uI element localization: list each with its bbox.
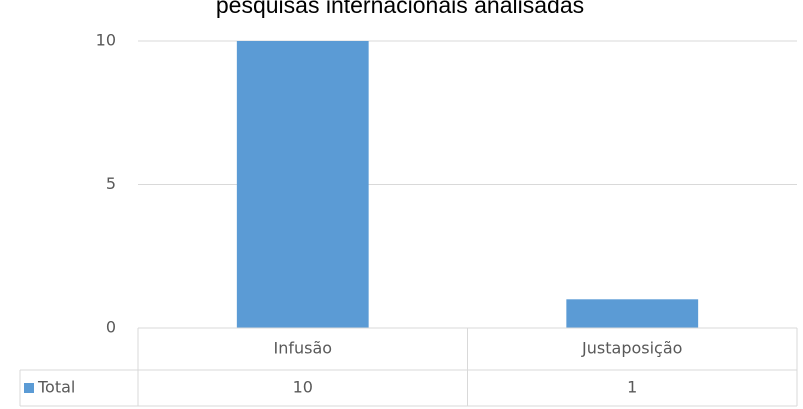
x-tick-label: Infusão [273, 339, 332, 358]
table-value: 1 [627, 378, 637, 397]
legend-label: Total [37, 378, 75, 397]
x-tick-label: Justaposição [581, 339, 682, 358]
bar [236, 41, 369, 328]
y-tick-label: 10 [96, 31, 116, 50]
y-tick-label: 0 [106, 318, 116, 337]
chart-title: pesquisas internacionais analisadas [216, 0, 584, 18]
table-value: 10 [293, 378, 313, 397]
y-tick-label: 5 [106, 174, 116, 193]
legend-swatch [24, 383, 34, 393]
bar [566, 299, 699, 328]
